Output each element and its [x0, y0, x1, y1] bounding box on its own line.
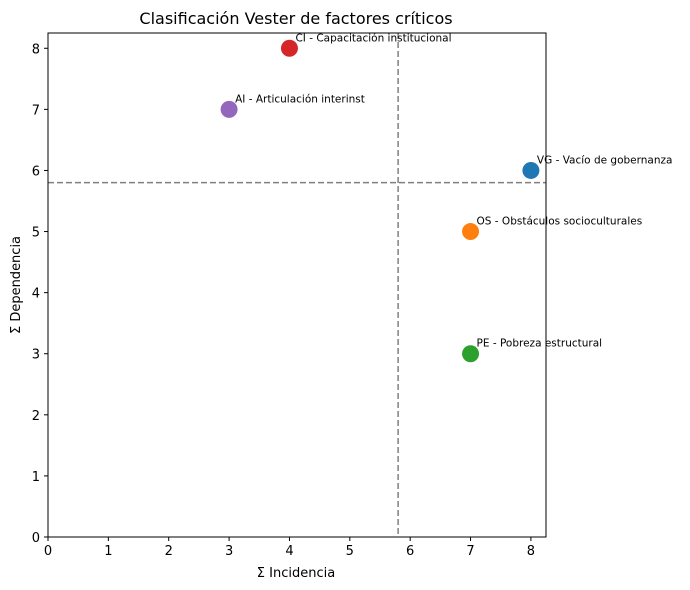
y-tick-label-1: 1	[32, 470, 40, 485]
x-tick-label-4: 4	[285, 544, 293, 559]
x-tick-label-7: 7	[466, 544, 474, 559]
point-label-2: PE - Pobreza estructural	[477, 338, 603, 350]
x-tick-label-3: 3	[225, 544, 233, 559]
y-tick-label-8: 8	[32, 42, 40, 57]
data-point-1	[462, 223, 480, 241]
y-tick-label-0: 0	[32, 531, 40, 546]
y-tick-label-5: 5	[32, 226, 40, 241]
y-tick-label-4: 4	[32, 287, 40, 302]
y-tick-label-3: 3	[32, 348, 40, 363]
data-point-3	[280, 39, 298, 57]
point-label-0: VG - Vacío de gobernanza	[537, 154, 673, 166]
plot-area: VG - Vacío de gobernanza OS - Obstáculos …	[32, 32, 673, 559]
x-tick-label-5: 5	[346, 544, 354, 559]
x-axis-label: Σ Incidencia	[257, 566, 335, 581]
x-tick-label-8: 8	[527, 544, 535, 559]
data-point-4	[220, 100, 238, 118]
point-label-3: CI - Capacitación institucional	[295, 32, 451, 44]
x-tick-label-1: 1	[104, 544, 112, 559]
y-axis-label: Σ Dependencia	[9, 236, 24, 334]
axes-frame	[47, 32, 547, 538]
chart-title: Clasificación Vester de factores crítico…	[139, 9, 452, 28]
x-tick-label-6: 6	[406, 544, 414, 559]
x-tick-label-0: 0	[44, 544, 52, 559]
point-label-1: OS - Obstáculos socioculturales	[477, 216, 643, 228]
y-tick-label-2: 2	[32, 409, 40, 424]
y-tick-label-6: 6	[32, 164, 40, 179]
data-point-0	[522, 161, 540, 179]
x-tick-label-2: 2	[165, 544, 173, 559]
point-label-4: AI - Articulación interinst	[235, 93, 365, 105]
y-tick-label-7: 7	[32, 103, 40, 118]
data-point-2	[462, 345, 480, 363]
